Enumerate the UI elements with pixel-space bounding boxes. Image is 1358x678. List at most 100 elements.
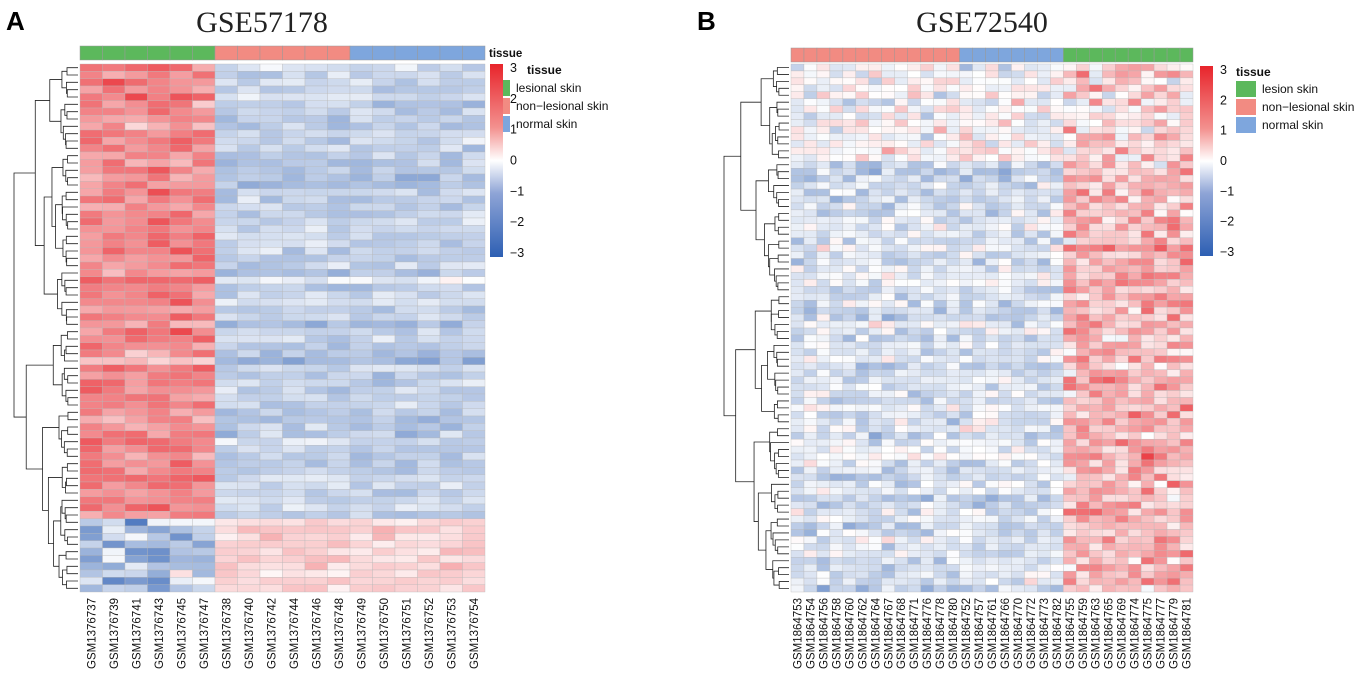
heatmap-cell xyxy=(881,327,895,336)
heatmap-cell xyxy=(881,251,895,259)
heatmap-cell xyxy=(829,550,844,558)
heatmap-cell xyxy=(1166,258,1181,266)
heatmap-cell xyxy=(259,415,283,424)
heatmap-cell xyxy=(1115,306,1129,315)
heatmap-cell xyxy=(124,100,148,109)
heatmap-cell xyxy=(1050,63,1064,72)
heatmap-cell xyxy=(1166,147,1181,155)
heatmap-cell xyxy=(1076,577,1090,586)
heatmap-cell xyxy=(972,251,986,259)
heatmap-cell xyxy=(1024,529,1038,537)
heatmap-cell xyxy=(881,383,895,391)
panel-b-title: GSE72540 xyxy=(916,6,1048,39)
heatmap-cell xyxy=(214,467,238,475)
heatmap-cell xyxy=(933,438,947,447)
heatmap-cell xyxy=(1063,362,1077,370)
heatmap-cell xyxy=(1115,265,1129,273)
heatmap-cell xyxy=(1140,445,1155,454)
heatmap-cell xyxy=(972,432,986,440)
heatmap-cell xyxy=(237,269,261,277)
heatmap-cell xyxy=(998,230,1012,238)
dendrogram-branch xyxy=(57,279,62,310)
heatmap-cell xyxy=(147,386,171,395)
annotation-title-a: tissue xyxy=(489,48,522,60)
heatmap-cell xyxy=(124,320,148,329)
heatmap-cell xyxy=(259,173,283,182)
heatmap-cell xyxy=(1024,515,1038,523)
heatmap-cell xyxy=(327,467,351,475)
heatmap-cell xyxy=(972,230,986,238)
heatmap-cell xyxy=(169,122,193,131)
heatmap-cell xyxy=(972,105,986,113)
heatmap-cell xyxy=(237,489,261,497)
heatmap-cell xyxy=(462,481,486,490)
heatmap-cell xyxy=(790,341,805,350)
heatmap-cell xyxy=(304,71,328,79)
heatmap-cell xyxy=(868,404,882,412)
heatmap-cell xyxy=(1063,334,1077,343)
heatmap-cell xyxy=(894,529,908,537)
color-scale-bar xyxy=(1200,66,1213,256)
heatmap-cell xyxy=(372,327,396,336)
heatmap-cell xyxy=(881,501,895,509)
heatmap-cell xyxy=(920,334,934,343)
heatmap-cell xyxy=(1179,425,1194,433)
heatmap-cell xyxy=(1140,84,1155,92)
heatmap-cell xyxy=(417,415,441,424)
heatmap-cell xyxy=(1076,147,1090,155)
heatmap-cell xyxy=(829,147,844,155)
heatmap-cell xyxy=(972,564,986,572)
panel-a-title: GSE57178 xyxy=(196,6,328,39)
heatmap-cell xyxy=(439,239,463,248)
heatmap-cell xyxy=(394,107,418,116)
heatmap-cell xyxy=(1063,119,1077,127)
heatmap-cell xyxy=(147,445,171,453)
heatmap-cell xyxy=(803,216,818,224)
heatmap-cell xyxy=(1024,487,1038,495)
heatmap-cell xyxy=(985,536,999,544)
heatmap-cell xyxy=(1153,244,1168,252)
heatmap-cell xyxy=(1127,133,1142,141)
heatmap-cell xyxy=(1011,466,1025,475)
dendrogram-branch xyxy=(769,258,779,276)
heatmap-cell xyxy=(169,474,193,483)
heatmap-cell xyxy=(1076,202,1090,211)
heatmap-cell xyxy=(304,269,328,277)
heatmap-cell xyxy=(1063,508,1077,516)
heatmap-cell xyxy=(920,84,934,92)
heatmap-cell xyxy=(1140,362,1155,370)
heatmap-cell xyxy=(79,577,103,585)
heatmap-cell xyxy=(803,77,818,86)
heatmap-cell xyxy=(1076,320,1090,329)
heatmap-cell xyxy=(1127,341,1142,350)
heatmap-cell xyxy=(1102,140,1116,148)
heatmap-cell xyxy=(1166,418,1181,426)
heatmap-cell xyxy=(259,305,283,314)
heatmap-cell xyxy=(1024,327,1038,336)
heatmap-cell xyxy=(417,320,441,329)
heatmap-cell xyxy=(959,251,973,259)
heatmap-cell xyxy=(1179,480,1194,488)
heatmap-cell xyxy=(417,577,441,585)
heatmap-cell xyxy=(304,452,328,461)
heatmap-cell xyxy=(1166,348,1181,356)
heatmap-cell xyxy=(304,173,328,182)
heatmap-cell xyxy=(102,445,126,453)
heatmap-cell xyxy=(1102,418,1116,426)
heatmap-cell xyxy=(372,181,396,189)
heatmap-cell xyxy=(790,383,805,391)
heatmap-cell xyxy=(1153,557,1168,565)
heatmap-cell xyxy=(1011,348,1025,356)
heatmap-cell xyxy=(881,154,895,162)
heatmap-cell xyxy=(1024,508,1038,516)
heatmap-cell xyxy=(1050,369,1064,377)
heatmap-cell xyxy=(372,151,396,160)
heatmap-cell xyxy=(998,77,1012,86)
dendrogram-branch xyxy=(776,80,789,93)
heatmap-cell xyxy=(394,261,418,270)
heatmap-cell xyxy=(959,105,973,113)
heatmap-cell xyxy=(102,467,126,475)
heatmap-cell xyxy=(855,244,869,252)
heatmap-cell xyxy=(1050,550,1064,558)
heatmap-cell xyxy=(803,161,818,169)
